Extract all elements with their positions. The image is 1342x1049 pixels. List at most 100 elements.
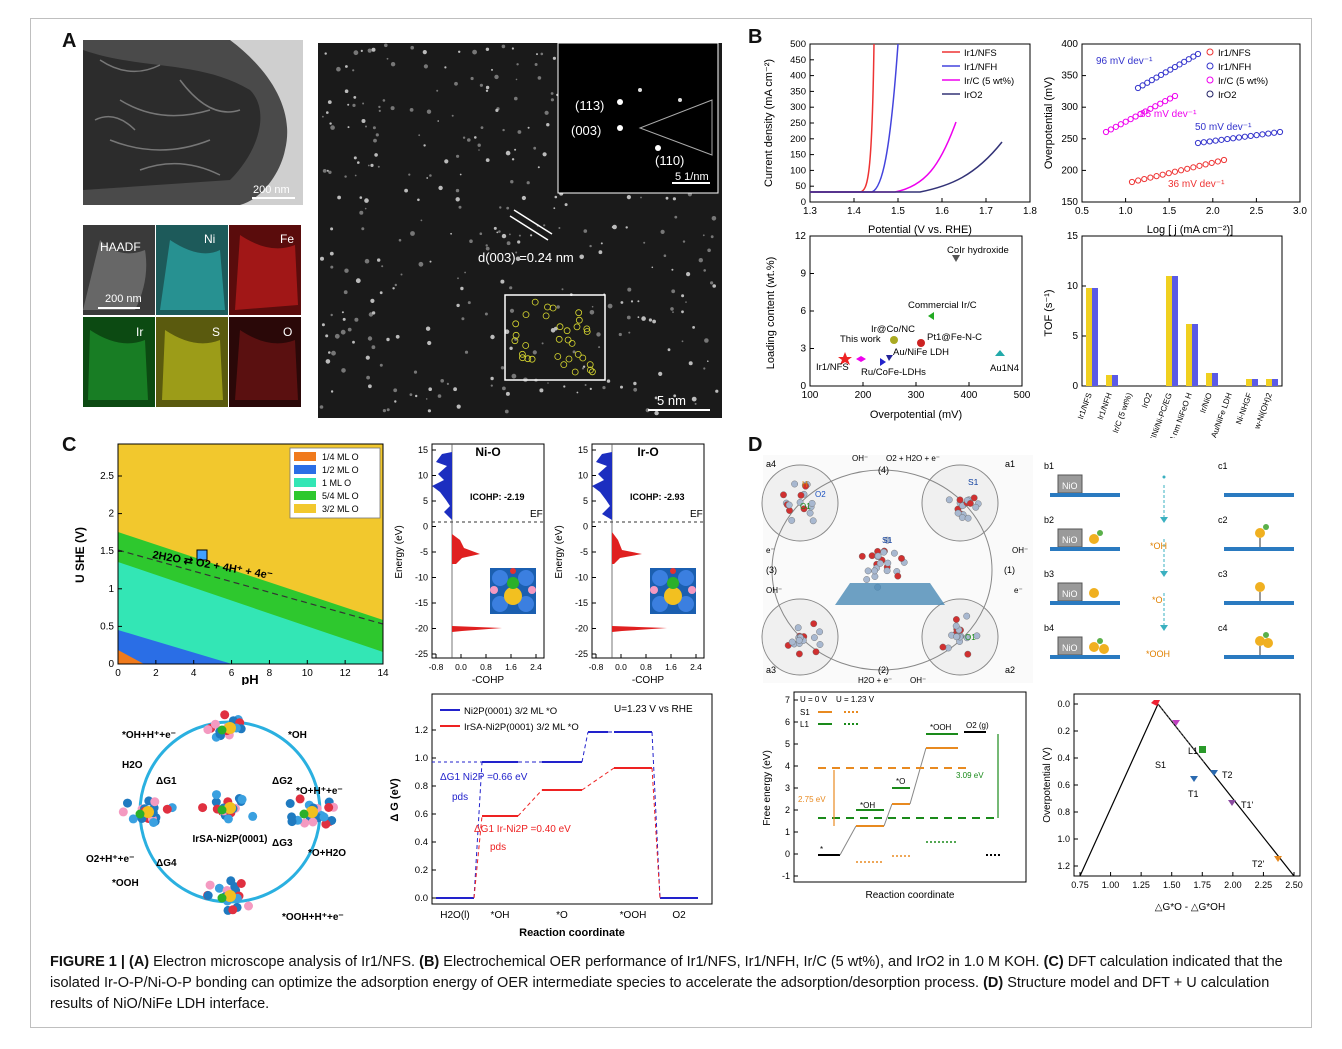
caption-d-text: Structure model and DFT + U calculation … <box>50 975 1270 1012</box>
state-dot <box>1162 475 1166 479</box>
pourbaix-region-1 <box>118 562 383 664</box>
atom-speckle <box>490 384 493 387</box>
atom-speckle <box>367 336 373 341</box>
y-tick-label: 1.0 <box>415 753 428 764</box>
atom-speckle <box>673 394 677 398</box>
x-tick-label: 2.50 <box>1285 880 1303 890</box>
atom-speckle <box>633 381 637 386</box>
atom-speckle <box>364 258 370 264</box>
cluster-atom <box>237 794 247 804</box>
energy-c-legend-1: Ni2P(0001) 3/2 ML *O <box>464 706 557 717</box>
tafel-point <box>1218 136 1225 143</box>
panel-d-model: a4 a1 a3 a2 S1 S1 O1 O2 H O1 (4) (1) (3)… <box>761 455 1033 685</box>
atom-speckle <box>515 78 518 81</box>
atom-speckle <box>370 163 374 167</box>
atom-speckle <box>533 146 537 150</box>
atom-speckle <box>541 253 544 256</box>
tafel-point <box>1165 170 1172 177</box>
adsorbate-o <box>1255 636 1265 646</box>
atom-speckle <box>355 278 361 284</box>
model-atom <box>864 567 872 575</box>
y-tick-label: 3 <box>785 783 790 793</box>
atom-speckle <box>418 261 424 267</box>
atom-speckle <box>582 365 586 368</box>
adsorbate-o2 <box>1263 638 1273 648</box>
state-b2: b2 <box>1044 515 1054 525</box>
x-tick-label: 400 <box>961 390 978 401</box>
atom-speckle <box>707 360 709 363</box>
volcano-point-l1 <box>1199 746 1206 753</box>
tafel-point <box>1235 134 1243 141</box>
atom-speckle <box>336 66 341 72</box>
cycle-label-12: *OOH <box>112 878 139 889</box>
atom-speckle <box>327 100 332 104</box>
tafel-slope-36: 36 mV dev⁻¹ <box>1168 179 1225 190</box>
atom-speckle <box>413 370 418 374</box>
atom-speckle <box>685 301 687 303</box>
y-tick-label: 7 <box>785 695 790 705</box>
cluster-center-atom <box>306 806 318 818</box>
model-atom <box>880 548 888 556</box>
x-tick-label: 12 <box>340 668 352 679</box>
atom-speckle <box>702 234 705 237</box>
volcano-ylabel: Overpotential (V) <box>1042 747 1053 823</box>
atom-speckle <box>536 53 538 56</box>
y-tick-label: 1 <box>108 584 114 595</box>
energy-c-legend-2: IrSA-Ni2P(0001) 3/2 ML *O <box>464 722 579 733</box>
atom-speckle <box>480 126 484 129</box>
cycle-label-6: *O+H⁺+e⁻ <box>296 786 343 797</box>
cluster-center-atom <box>224 722 236 734</box>
x-tick-label: 1.4 <box>847 206 861 217</box>
atom-speckle <box>612 224 617 230</box>
atom-speckle <box>455 188 460 193</box>
cluster-ir-atom <box>217 893 227 903</box>
cluster-ir-atom <box>299 809 309 819</box>
atom-speckle <box>498 230 501 233</box>
atom-speckle <box>366 375 370 380</box>
y-tick-label: 500 <box>790 39 806 50</box>
state-c1: c1 <box>1218 461 1228 471</box>
tafel-point <box>1185 56 1192 63</box>
y-tick-label: 0 <box>423 522 428 532</box>
model-atom <box>802 482 809 490</box>
atom-speckle <box>550 98 554 102</box>
tafel-point <box>1241 133 1248 140</box>
atom-speckle <box>711 216 717 221</box>
atom-speckle <box>368 384 372 389</box>
model-label-h2o: H2O + e⁻ <box>858 676 892 685</box>
model-atom <box>884 559 892 567</box>
cluster-atom <box>123 798 132 808</box>
atom-speckle <box>390 62 396 67</box>
cycle-label-11: ΔG4 <box>156 858 177 869</box>
atom-speckle <box>509 308 515 313</box>
atom-speckle <box>347 126 350 129</box>
model-atom <box>809 517 817 525</box>
model-atom <box>796 499 804 506</box>
atom-speckle <box>674 215 678 219</box>
y-tick-label: -5 <box>420 547 428 557</box>
atom-speckle <box>453 387 457 392</box>
atom-speckle <box>484 312 488 316</box>
volcano-point-t2p <box>1274 856 1282 862</box>
cluster-atom <box>150 797 160 807</box>
tafel-point <box>1147 174 1154 181</box>
atom-speckle <box>681 294 685 298</box>
tafel-point <box>1176 61 1183 68</box>
tafel-point <box>1181 58 1188 65</box>
atom-speckle <box>347 327 352 332</box>
model-label-e-left: e⁻ <box>766 546 775 555</box>
atom-speckle <box>334 333 340 339</box>
atom-speckle <box>509 346 513 350</box>
atom-speckle <box>648 318 653 322</box>
y-tick-label: 15 <box>1067 231 1079 242</box>
adsorbate-o2 <box>1099 644 1109 654</box>
atom-speckle <box>511 158 515 161</box>
atom-speckle <box>665 196 669 200</box>
atom-speckle <box>510 180 514 184</box>
atom-speckle <box>514 148 517 151</box>
adsorbate-o <box>1255 528 1265 538</box>
state-rows <box>1050 474 1294 659</box>
atom-speckle <box>458 205 462 209</box>
x-tick-label: 8 <box>267 668 273 679</box>
